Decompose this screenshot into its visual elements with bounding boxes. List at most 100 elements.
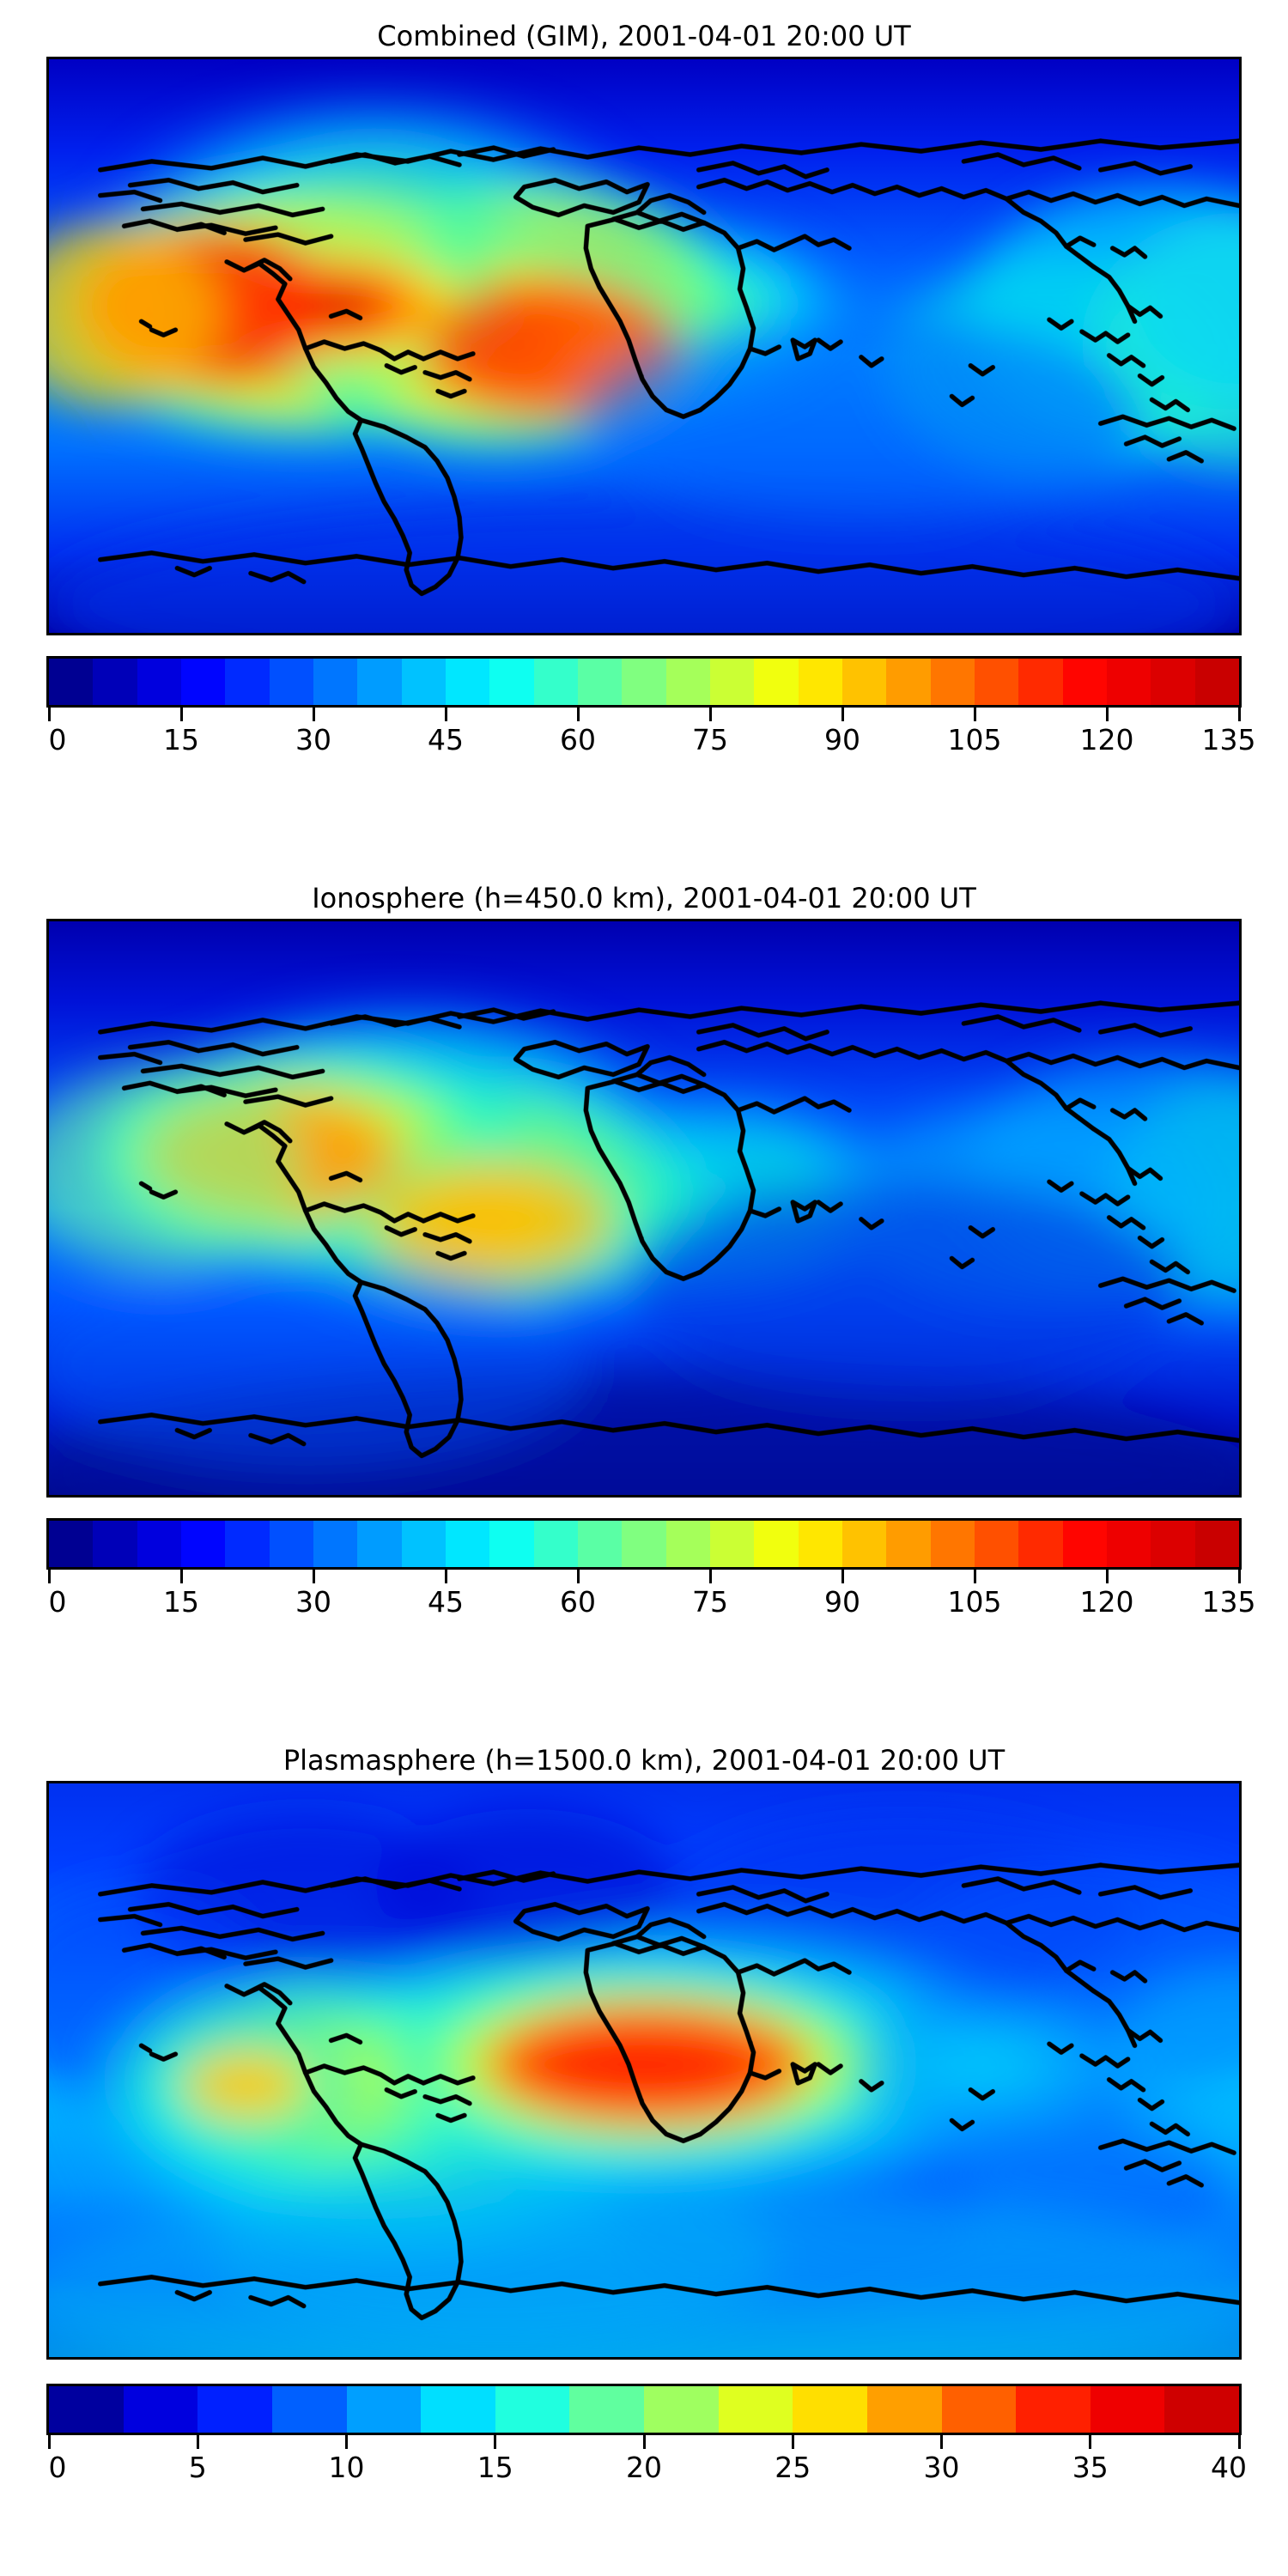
colorbar-segment xyxy=(313,659,358,705)
colorbar-segment xyxy=(93,659,137,705)
colorbar-segment xyxy=(577,659,623,705)
colorbar-combined-gradient xyxy=(46,656,1242,708)
colorbar-segment xyxy=(1062,659,1107,705)
colorbar-tick xyxy=(708,1570,712,1583)
colorbar-ionosphere-labels: 0 15 30 45 60 75 90 105 120 135 xyxy=(46,1585,1256,1623)
colorbar-tick-label: 15 xyxy=(163,1585,199,1619)
colorbar-segment xyxy=(271,2386,347,2433)
colorbar-segment xyxy=(137,659,181,705)
colorbar-segment xyxy=(313,1521,358,1567)
colorbar-plasmasphere: 0 5 10 15 20 25 30 35 40 xyxy=(46,2384,1247,2488)
map-combined xyxy=(46,57,1242,635)
colorbar-segment xyxy=(445,1521,490,1567)
colorbar-tick-label: 10 xyxy=(328,2451,365,2484)
colorbar-tick xyxy=(494,2435,497,2449)
colorbar-tick-label: 30 xyxy=(295,723,331,756)
colorbar-ionosphere-ticks xyxy=(46,1570,1242,1585)
colorbar-tick xyxy=(708,708,712,721)
colorbar-tick-label: 120 xyxy=(1079,1585,1134,1619)
colorbar-segment xyxy=(709,1521,755,1567)
colorbar-segment xyxy=(49,2386,124,2433)
colorbar-segment xyxy=(495,2386,570,2433)
colorbar-segment xyxy=(754,659,799,705)
colorbar-segment xyxy=(197,2386,272,2433)
map-plasmasphere xyxy=(46,1781,1242,2360)
colorbar-segment xyxy=(1194,1521,1239,1567)
colorbar-tick-label: 40 xyxy=(1211,2451,1247,2484)
colorbar-segment xyxy=(974,659,1019,705)
colorbar-segment xyxy=(718,2386,793,2433)
colorbar-segment xyxy=(644,2386,719,2433)
map-ionosphere xyxy=(46,919,1242,1498)
colorbar-tick xyxy=(841,1570,844,1583)
colorbar-tick-label: 0 xyxy=(48,723,67,756)
colorbar-segment xyxy=(841,1521,887,1567)
panel-plasmasphere-title: Plasmasphere (h=1500.0 km), 2001-04-01 2… xyxy=(283,1744,1005,1777)
panel-plasmasphere: Plasmasphere (h=1500.0 km), 2001-04-01 2… xyxy=(0,1743,1288,2488)
colorbar-tick xyxy=(841,708,844,721)
colorbar-tick-label: 5 xyxy=(188,2451,207,2484)
colorbar-segment xyxy=(401,659,446,705)
colorbar-tick-label: 75 xyxy=(692,723,728,756)
colorbar-tick xyxy=(1089,2435,1092,2449)
colorbar-segment xyxy=(665,659,710,705)
colorbar-tick xyxy=(642,2435,646,2449)
colorbar-segment xyxy=(1164,2386,1239,2433)
colorbar-segment xyxy=(93,1521,137,1567)
colorbar-segment xyxy=(1151,1521,1195,1567)
colorbar-segment xyxy=(123,2386,198,2433)
colorbar-tick-label: 35 xyxy=(1072,2451,1109,2484)
colorbar-tick xyxy=(940,2435,943,2449)
colorbar-segment xyxy=(622,1521,666,1567)
colorbar-segment xyxy=(269,1521,313,1567)
colorbar-tick-label: 30 xyxy=(923,2451,960,2484)
colorbar-tick xyxy=(312,708,315,721)
colorbar-tick-label: 60 xyxy=(560,723,596,756)
colorbar-tick xyxy=(1105,1570,1109,1583)
colorbar-tick xyxy=(47,2435,51,2449)
colorbar-tick-label: 0 xyxy=(48,1585,67,1619)
colorbar-segment xyxy=(225,1521,270,1567)
colorbar-tick xyxy=(47,1570,51,1583)
colorbar-tick xyxy=(345,2435,348,2449)
colorbar-segment xyxy=(1062,1521,1107,1567)
colorbar-segment xyxy=(533,659,578,705)
colorbar-segment xyxy=(357,659,402,705)
colorbar-segment xyxy=(401,1521,446,1567)
colorbar-segment xyxy=(1106,659,1151,705)
colorbar-segment xyxy=(930,659,975,705)
colorbar-segment xyxy=(1194,659,1239,705)
colorbar-segment xyxy=(1018,1521,1063,1567)
colorbar-segment xyxy=(180,1521,226,1567)
colorbar-segment xyxy=(1090,2386,1165,2433)
colorbar-tick xyxy=(1237,1570,1241,1583)
coastlines-plasmasphere xyxy=(98,1862,1239,2321)
colorbar-segment xyxy=(886,1521,931,1567)
colorbar-tick-label: 135 xyxy=(1201,1585,1256,1619)
colorbar-segment xyxy=(357,1521,402,1567)
colorbar-segment xyxy=(577,1521,623,1567)
colorbar-segment xyxy=(346,2386,422,2433)
colorbar-segment xyxy=(798,1521,842,1567)
colorbar-tick xyxy=(576,1570,580,1583)
colorbar-tick-label: 25 xyxy=(775,2451,811,2484)
colorbar-segment xyxy=(665,1521,710,1567)
colorbar-segment xyxy=(49,659,94,705)
colorbar-segment xyxy=(421,2386,495,2433)
colorbar-segment xyxy=(622,659,666,705)
tec-field-plasmasphere xyxy=(49,1783,1239,2357)
colorbar-tick-label: 105 xyxy=(947,1585,1002,1619)
colorbar-tick-label: 20 xyxy=(626,2451,662,2484)
colorbar-tick-label: 120 xyxy=(1079,723,1134,756)
colorbar-segment xyxy=(269,659,313,705)
colorbar-tick xyxy=(576,708,580,721)
colorbar-tick xyxy=(444,1570,447,1583)
colorbar-tick xyxy=(1237,708,1241,721)
map-ionosphere-canvas xyxy=(49,921,1239,1495)
colorbar-tick-label: 45 xyxy=(428,1585,464,1619)
colorbar-tick-label: 0 xyxy=(48,2451,67,2484)
colorbar-tick-label: 105 xyxy=(947,723,1002,756)
colorbar-segment xyxy=(569,2386,644,2433)
panel-combined-title: Combined (GIM), 2001-04-01 20:00 UT xyxy=(377,20,911,52)
